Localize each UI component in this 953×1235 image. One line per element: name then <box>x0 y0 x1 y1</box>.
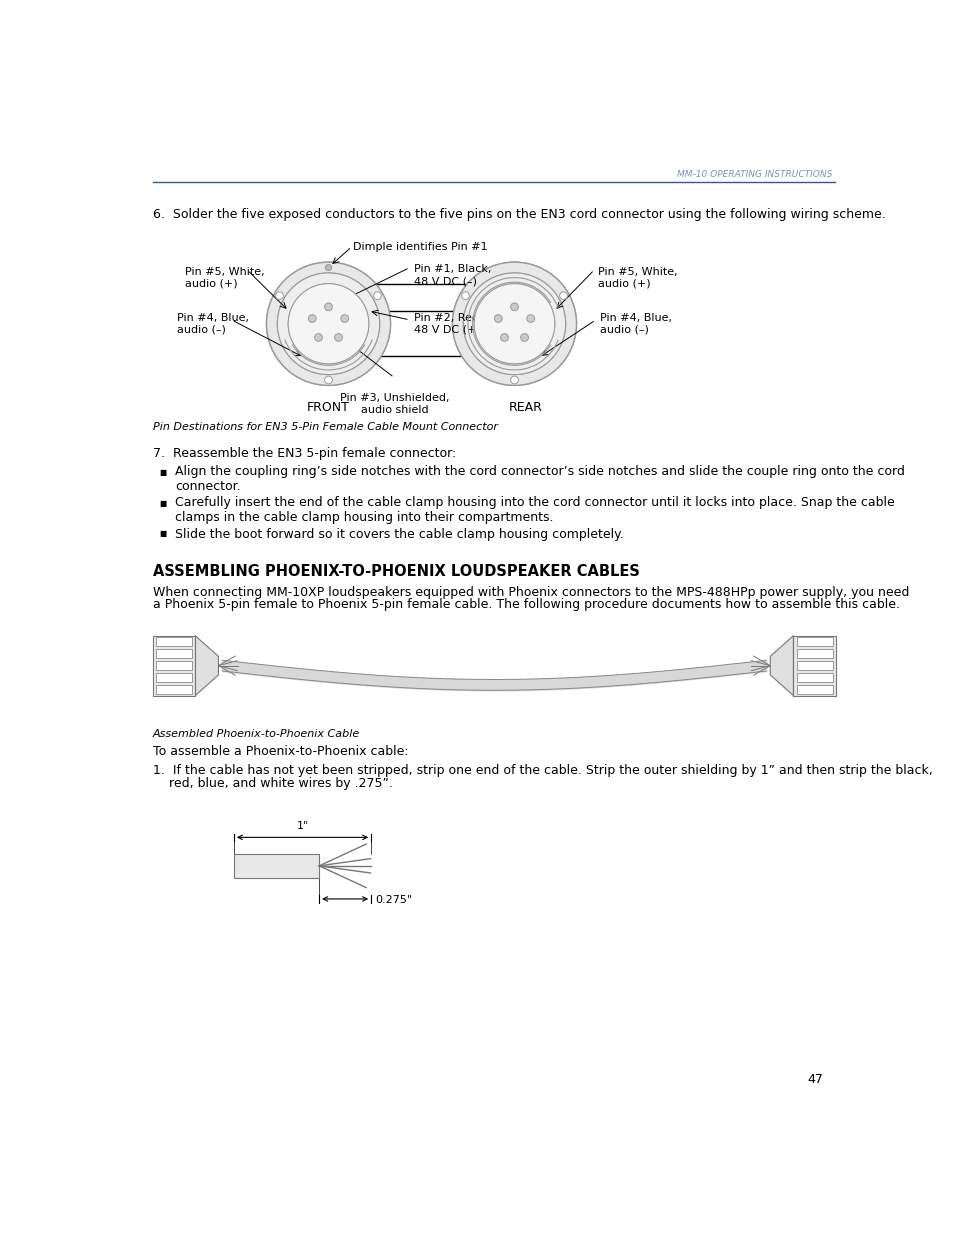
Circle shape <box>308 315 315 322</box>
Circle shape <box>335 333 342 341</box>
Circle shape <box>314 333 322 341</box>
Circle shape <box>275 291 283 300</box>
Circle shape <box>266 262 390 385</box>
Text: red, blue, and white wires by .275”.: red, blue, and white wires by .275”. <box>152 777 392 789</box>
Circle shape <box>325 264 332 270</box>
Text: REAR: REAR <box>509 401 542 414</box>
Text: Pin #2, Red,
48 V DC (+): Pin #2, Red, 48 V DC (+) <box>414 312 482 335</box>
Circle shape <box>452 262 576 385</box>
Polygon shape <box>769 636 793 695</box>
Text: Pin #5, White,
audio (+): Pin #5, White, audio (+) <box>185 267 265 288</box>
Circle shape <box>463 273 565 374</box>
Bar <box>155 673 192 682</box>
Text: Pin Destinations for EN3 5-Pin Female Cable Mount Connector: Pin Destinations for EN3 5-Pin Female Ca… <box>152 422 497 432</box>
Bar <box>796 661 832 671</box>
Text: ■: ■ <box>159 468 167 477</box>
Text: Pin #1, Black,
48 V DC (–): Pin #1, Black, 48 V DC (–) <box>414 264 491 287</box>
Text: FRONT: FRONT <box>307 401 350 414</box>
Bar <box>793 636 835 695</box>
Text: ASSEMBLING PHOENIX-TO-PHOENIX LOUDSPEAKER CABLES: ASSEMBLING PHOENIX-TO-PHOENIX LOUDSPEAKE… <box>152 564 639 579</box>
Bar <box>155 637 192 646</box>
Text: Align the coupling ring’s side notches with the cord connector’s side notches an: Align the coupling ring’s side notches w… <box>174 466 904 494</box>
Text: Pin #3, Unshielded,
audio shield: Pin #3, Unshielded, audio shield <box>339 393 449 415</box>
Text: ■: ■ <box>159 530 167 538</box>
Circle shape <box>461 291 469 300</box>
Circle shape <box>500 333 508 341</box>
Text: ■: ■ <box>159 499 167 508</box>
Text: a Phoenix 5-pin female to Phoenix 5-pin female cable. The following procedure do: a Phoenix 5-pin female to Phoenix 5-pin … <box>152 598 899 611</box>
Circle shape <box>510 303 517 311</box>
Circle shape <box>288 284 369 364</box>
Bar <box>155 685 192 694</box>
Text: Assembled Phoenix-to-Phoenix Cable: Assembled Phoenix-to-Phoenix Cable <box>152 729 359 739</box>
Circle shape <box>494 315 501 322</box>
Text: When connecting MM-10XP loudspeakers equipped with Phoenix connectors to the MPS: When connecting MM-10XP loudspeakers equ… <box>152 585 908 599</box>
Circle shape <box>474 284 555 364</box>
Bar <box>155 650 192 658</box>
Circle shape <box>452 262 576 385</box>
Circle shape <box>324 377 332 384</box>
Bar <box>796 650 832 658</box>
Text: 1.  If the cable has not yet been stripped, strip one end of the cable. Strip th: 1. If the cable has not yet been strippe… <box>152 764 931 777</box>
Circle shape <box>526 315 534 322</box>
Bar <box>233 853 319 878</box>
Polygon shape <box>195 636 218 695</box>
Circle shape <box>266 262 390 385</box>
Bar <box>155 661 192 671</box>
Circle shape <box>340 315 348 322</box>
Circle shape <box>277 273 379 374</box>
Circle shape <box>510 377 517 384</box>
Circle shape <box>277 273 379 374</box>
Text: Carefully insert the end of the cable clamp housing into the cord connector unti: Carefully insert the end of the cable cl… <box>174 496 894 524</box>
Text: 1": 1" <box>296 821 309 831</box>
Circle shape <box>474 284 555 364</box>
Bar <box>796 637 832 646</box>
Text: MM-10 OPERATING INSTRUCTIONS: MM-10 OPERATING INSTRUCTIONS <box>677 169 831 179</box>
Circle shape <box>324 303 332 311</box>
Circle shape <box>374 291 381 300</box>
Circle shape <box>520 333 528 341</box>
Text: Pin #4, Blue,
audio (–): Pin #4, Blue, audio (–) <box>599 312 671 335</box>
Text: To assemble a Phoenix-to-Phoenix cable:: To assemble a Phoenix-to-Phoenix cable: <box>152 745 408 758</box>
Bar <box>796 673 832 682</box>
Bar <box>796 685 832 694</box>
Text: Pin #4, Blue,
audio (–): Pin #4, Blue, audio (–) <box>177 312 249 335</box>
Text: 47: 47 <box>806 1073 822 1086</box>
Bar <box>152 636 195 695</box>
Text: Slide the boot forward so it covers the cable clamp housing completely.: Slide the boot forward so it covers the … <box>174 527 623 541</box>
Text: 0.275": 0.275" <box>375 895 412 905</box>
Text: 6.  Solder the five exposed conductors to the five pins on the EN3 cord connecto: 6. Solder the five exposed conductors to… <box>152 209 884 221</box>
Circle shape <box>463 273 565 374</box>
Text: 7.  Reassemble the EN3 5-pin female connector:: 7. Reassemble the EN3 5-pin female conne… <box>152 447 456 459</box>
Circle shape <box>288 284 369 364</box>
Circle shape <box>559 291 567 300</box>
Text: Dimple identifies Pin #1: Dimple identifies Pin #1 <box>353 242 487 252</box>
Text: Pin #5, White,
audio (+): Pin #5, White, audio (+) <box>598 267 678 288</box>
